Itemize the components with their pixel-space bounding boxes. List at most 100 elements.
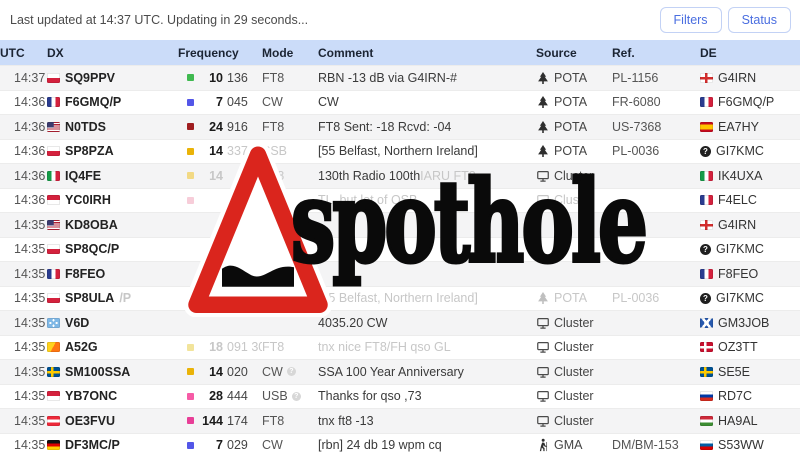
table-row[interactable]: 14:36 IQ4FE 14 FT8 130th Radio 100th IARU FT… bbox=[0, 163, 800, 188]
mode-cell: FT8 bbox=[262, 169, 318, 183]
source-label: Cluster bbox=[554, 413, 594, 428]
de-callsign: F8FEO bbox=[718, 266, 759, 281]
de-callsign-cell[interactable]: F8FEO bbox=[700, 267, 800, 281]
dx-country-flag-icon bbox=[47, 268, 60, 279]
de-callsign-cell[interactable]: F4ELC bbox=[700, 193, 800, 207]
dx-callsign-cell[interactable]: A52G bbox=[47, 340, 178, 354]
dx-callsign: YC0IRH bbox=[65, 193, 111, 208]
dx-callsign-cell[interactable]: IQ4FE bbox=[47, 169, 178, 183]
de-callsign-cell[interactable]: OZ3TT bbox=[700, 340, 800, 354]
comment-text: TL, but lot of QSB bbox=[318, 193, 418, 208]
monitor-icon bbox=[536, 340, 550, 354]
reference-cell: PL-1156 bbox=[612, 70, 659, 85]
comment-cell: [55 Belfast, Northern Ireland] bbox=[318, 144, 536, 158]
table-row[interactable]: 14:37 SQ9PPV 10 136 FT8 RBN -13 dB via G4IRN-… bbox=[0, 65, 800, 90]
band-color-square bbox=[187, 417, 194, 425]
table-row[interactable]: 14:35 F8FEO F8FEO bbox=[0, 261, 800, 286]
dx-callsign-cell[interactable]: SP8ULA/P bbox=[47, 291, 178, 305]
table-row[interactable]: 14:35 KD8OBA G4IRN bbox=[0, 212, 800, 237]
frequency-mhz: 18 bbox=[209, 340, 223, 355]
de-callsign-cell[interactable]: SE5E bbox=[700, 365, 800, 379]
table-row[interactable]: 14:35 SP8ULA/P [55 Belfast, Northern Irela… bbox=[0, 285, 800, 310]
table-row[interactable]: 14:35 SP8QC/P? GI7KMC bbox=[0, 236, 800, 261]
spot-table-body: 14:37 SQ9PPV 10 136 FT8 RBN -13 dB via G4IRN-… bbox=[0, 65, 800, 457]
de-callsign-cell[interactable]: ? GI7KMC bbox=[700, 242, 800, 256]
de-callsign-cell[interactable]: RD7C bbox=[700, 389, 800, 403]
spot-time: 14:35 bbox=[14, 315, 46, 330]
filters-button[interactable]: Filters bbox=[659, 7, 722, 33]
table-row[interactable]: 14:36 YC0IRH TL, but lot of QSB Cluster F4EL… bbox=[0, 187, 800, 212]
de-callsign: GI7KMC bbox=[716, 291, 764, 306]
spot-time: 14:35 bbox=[14, 340, 46, 355]
comment-cell: tnx nice FT8/FH qso GL bbox=[318, 340, 536, 354]
table-row[interactable]: 14:35 V6D 4035.20 CW Cluster GM3JOB bbox=[0, 310, 800, 335]
monitor-icon bbox=[536, 169, 550, 183]
comment-cell: Thanks for qso ,73 bbox=[318, 389, 536, 403]
table-row[interactable]: 14:35 A52G 18 091 300FT8 tnx nice FT8/FH qso… bbox=[0, 334, 800, 359]
table-row[interactable]: 14:35 SM100SSA 14 020 CW? SSA 100 Year Annive… bbox=[0, 359, 800, 384]
comment-text: Thanks for qso ,73 bbox=[318, 389, 422, 404]
de-callsign-cell[interactable]: ? GI7KMC bbox=[700, 144, 800, 158]
de-callsign-cell[interactable]: IK4UXA bbox=[700, 169, 800, 183]
dx-callsign: SP8PZA bbox=[65, 144, 114, 159]
de-callsign-cell[interactable]: GM3JOB bbox=[700, 316, 800, 330]
dx-callsign-cell[interactable]: SP8QC/P bbox=[47, 242, 178, 256]
table-row[interactable]: 14:36 F6GMQ/P 7 045 CW CW POTA FR-6080 F6GMQ/P bbox=[0, 89, 800, 114]
dx-callsign-cell[interactable]: SP8PZA bbox=[47, 144, 178, 158]
de-callsign: RD7C bbox=[718, 389, 753, 404]
band-color-square bbox=[187, 147, 194, 155]
comment-text: FT8 Sent: -18 Rcvd: -04 bbox=[318, 119, 452, 134]
dx-callsign-cell[interactable]: OE3FVU bbox=[47, 414, 178, 428]
dx-callsign-cell[interactable]: SQ9PPV bbox=[47, 71, 178, 85]
de-callsign-cell[interactable]: S53WW bbox=[700, 438, 800, 452]
dx-callsign-cell[interactable]: F8FEO bbox=[47, 267, 178, 281]
de-callsign-cell[interactable]: HA9AL bbox=[700, 414, 800, 428]
comment-text: 130th Radio 100th bbox=[318, 168, 421, 183]
de-callsign-cell[interactable]: F6GMQ/P bbox=[700, 95, 800, 109]
de-callsign-cell[interactable]: EA7HY bbox=[700, 120, 800, 134]
status-button[interactable]: Status bbox=[727, 7, 791, 33]
frequency-khz: 916 bbox=[227, 119, 248, 134]
mode-label: FT8 bbox=[262, 168, 285, 183]
comment-cell: tnx ft8 -13 bbox=[318, 414, 536, 428]
table-row[interactable]: 14:35 YB7ONC 28 444 USB? Thanks for qso ,73 Cl… bbox=[0, 383, 800, 408]
de-callsign: GI7KMC bbox=[716, 144, 764, 159]
de-country-flag-icon bbox=[700, 415, 713, 426]
dx-callsign-cell[interactable]: DF3MC/P bbox=[47, 438, 178, 452]
table-row[interactable]: 14:35 DF3MC/P 7 029 CW [rbn] 24 db 19 wpm cq G… bbox=[0, 432, 800, 457]
mode-cell: USB? bbox=[262, 389, 318, 403]
dx-country-flag-icon bbox=[47, 170, 60, 181]
dx-callsign-cell[interactable]: N0TDS bbox=[47, 120, 178, 134]
frequency-mhz: 10 bbox=[209, 70, 223, 85]
source-cell: POTA bbox=[536, 120, 612, 134]
de-callsign: F4ELC bbox=[718, 193, 757, 208]
de-callsign: F6GMQ/P bbox=[718, 95, 775, 110]
source-label: Cluster bbox=[554, 193, 594, 208]
table-row[interactable]: 14:35 OE3FVU 144 174 FT8 tnx ft8 -13 Cluster HA… bbox=[0, 408, 800, 433]
tree-icon bbox=[536, 291, 550, 305]
dx-callsign-cell[interactable]: YC0IRH bbox=[47, 193, 178, 207]
frequency-khz: 045 bbox=[227, 95, 248, 110]
reference-cell: PL-0036 bbox=[612, 144, 660, 159]
dx-callsign-cell[interactable]: V6D bbox=[47, 316, 178, 330]
dx-callsign-cell[interactable]: YB7ONC bbox=[47, 389, 178, 403]
tree-icon bbox=[536, 144, 550, 158]
source-label: POTA bbox=[554, 291, 588, 306]
frequency-mhz: 7 bbox=[216, 95, 223, 110]
frequency-khz: 136 bbox=[227, 70, 248, 85]
dx-callsign-cell[interactable]: F6GMQ/P bbox=[47, 95, 178, 109]
de-callsign-cell[interactable]: ? GI7KMC bbox=[700, 291, 800, 305]
band-color-square bbox=[187, 196, 194, 204]
table-row[interactable]: 14:36 N0TDS 24 916 FT8 FT8 Sent: -18 Rcvd: -0… bbox=[0, 114, 800, 139]
dx-callsign-cell[interactable]: SM100SSA bbox=[47, 365, 178, 379]
de-callsign: GI7KMC bbox=[716, 242, 764, 257]
source-label: POTA bbox=[554, 95, 588, 110]
source-label: POTA bbox=[554, 70, 588, 85]
de-callsign: GM3JOB bbox=[718, 315, 770, 330]
de-callsign-cell[interactable]: G4IRN bbox=[700, 71, 800, 85]
dx-callsign-cell[interactable]: KD8OBA bbox=[47, 218, 178, 232]
table-row[interactable]: 14:36 SP8PZA 14 337 SSB [55 Belfast, Northern… bbox=[0, 138, 800, 163]
frequency-mhz: 7 bbox=[216, 438, 223, 453]
dx-callsign: SP8ULA bbox=[65, 291, 115, 306]
de-callsign-cell[interactable]: G4IRN bbox=[700, 218, 800, 232]
